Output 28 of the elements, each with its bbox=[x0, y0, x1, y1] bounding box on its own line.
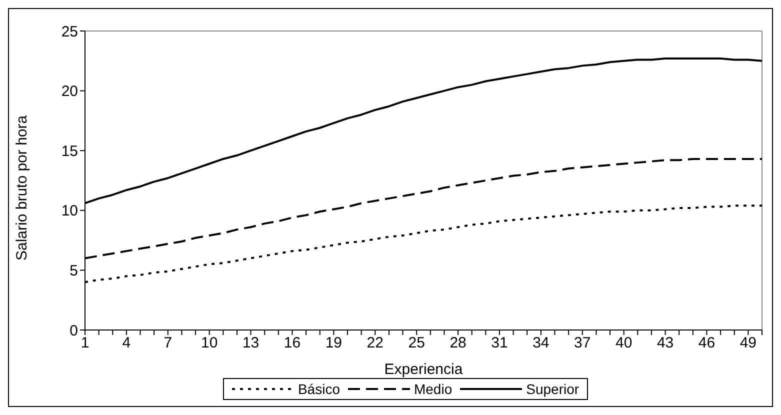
x-tick-label: 31 bbox=[491, 334, 508, 352]
x-tick-label: 7 bbox=[164, 334, 172, 352]
y-tick-label: 5 bbox=[70, 262, 78, 280]
x-tick-label: 1 bbox=[80, 334, 90, 352]
x-tick-label: 10 bbox=[201, 334, 218, 352]
legend-label: Medio bbox=[414, 381, 452, 397]
x-tick-label: 16 bbox=[284, 334, 301, 352]
x-tick-label: 49 bbox=[740, 334, 757, 352]
y-tick-label: 10 bbox=[61, 202, 78, 220]
x-tick-label: 28 bbox=[450, 334, 466, 352]
x-tick-label: 34 bbox=[532, 334, 550, 352]
x-tick-label: 13 bbox=[242, 334, 260, 352]
x-tick-label: 4 bbox=[122, 334, 131, 352]
y-axis-title: Salario bruto por hora bbox=[13, 114, 30, 260]
y-tick-label: 0 bbox=[70, 322, 78, 340]
y-tick-label: 20 bbox=[61, 83, 78, 100]
x-tick-label: 22 bbox=[366, 334, 384, 352]
x-tick-label: 19 bbox=[325, 334, 342, 352]
x-tick-label: 46 bbox=[698, 334, 716, 352]
x-axis-title: Experiencia bbox=[384, 361, 464, 378]
y-tick-label: 15 bbox=[61, 142, 78, 160]
x-tick-label: 37 bbox=[574, 334, 591, 352]
y-tick-label: 25 bbox=[61, 23, 78, 40]
legend-label: Superior bbox=[526, 381, 580, 397]
x-tick-label: 43 bbox=[656, 334, 674, 352]
legend-label: Básico bbox=[298, 381, 340, 397]
x-tick-label: 40 bbox=[615, 334, 632, 352]
x-tick-label: 25 bbox=[408, 334, 425, 352]
